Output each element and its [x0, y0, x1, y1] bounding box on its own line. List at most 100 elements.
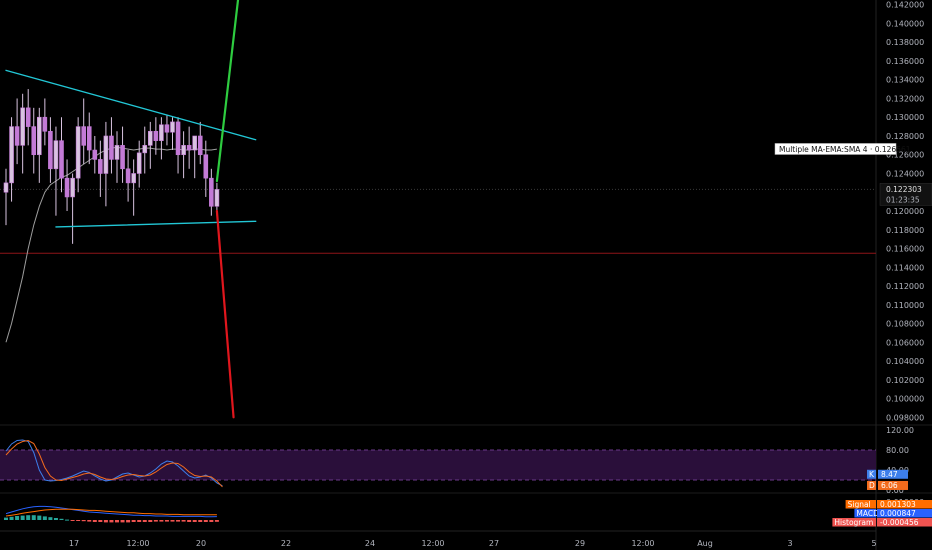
macd-histogram-bar[interactable] [198, 520, 203, 522]
candle[interactable] [98, 159, 103, 174]
candle[interactable] [9, 126, 14, 184]
candle[interactable] [109, 135, 114, 160]
bearish-projection-line[interactable] [215, 209, 235, 419]
macd-histogram-bar[interactable] [181, 520, 186, 522]
candle[interactable] [164, 124, 170, 133]
candle[interactable] [20, 107, 25, 146]
macd-histogram-bar[interactable] [81, 520, 86, 522]
candle[interactable] [125, 168, 131, 184]
macd-histogram-bar[interactable] [187, 520, 192, 522]
time-tick-label: 29 [575, 539, 585, 548]
indicator-label-box [774, 143, 897, 155]
candle[interactable] [86, 126, 92, 151]
candle[interactable] [14, 126, 20, 146]
macd-histogram-bar[interactable] [37, 515, 42, 520]
macd-histogram-bar[interactable] [120, 520, 125, 523]
macd-histogram-bar[interactable] [164, 520, 169, 522]
macd-histogram-bar[interactable] [203, 520, 208, 522]
bullish-projection-line[interactable] [215, 0, 240, 183]
macd-line[interactable] [5, 505, 217, 518]
macd-histogram-bar[interactable] [176, 520, 181, 522]
candle[interactable] [153, 130, 159, 141]
macd-histogram-bar[interactable] [209, 520, 214, 522]
macd-histogram-bar[interactable] [148, 520, 153, 522]
candle[interactable] [209, 177, 214, 207]
macd-histogram-bar[interactable] [53, 518, 58, 520]
candle[interactable] [203, 154, 209, 179]
candle[interactable] [70, 177, 75, 198]
time-tick-label: Aug [697, 539, 713, 548]
macd-histogram-bar[interactable] [48, 517, 53, 520]
triangle-upper-trendline[interactable] [5, 69, 257, 141]
stochastic-k-name: K [869, 470, 875, 479]
candle[interactable] [170, 121, 175, 133]
candle[interactable] [186, 145, 192, 151]
candle[interactable] [59, 140, 64, 179]
macd-signal-line[interactable] [5, 508, 217, 517]
price-tick-label: 0.114000 [886, 263, 924, 272]
candle[interactable] [192, 135, 197, 151]
candle[interactable] [136, 152, 142, 174]
macd-histogram-bar[interactable] [87, 520, 92, 522]
macd-histogram-bar[interactable] [170, 520, 175, 522]
candle[interactable] [181, 145, 186, 156]
macd-histogram-bar[interactable] [65, 519, 70, 521]
candle[interactable] [120, 145, 125, 170]
macd-histogram-bar[interactable] [192, 520, 197, 522]
candle[interactable] [103, 135, 109, 174]
candle[interactable] [197, 135, 203, 156]
triangle-lower-trendline[interactable] [55, 220, 257, 228]
macd-histogram-bar[interactable] [92, 520, 97, 522]
macd-histogram-bar[interactable] [214, 520, 219, 522]
macd-histogram-bar[interactable] [142, 520, 147, 522]
last-price-tag [879, 183, 932, 206]
macd-histogram-bar[interactable] [20, 515, 25, 520]
price-tick-label: 0.132000 [886, 94, 924, 103]
candle[interactable] [75, 126, 81, 179]
candle[interactable] [159, 124, 164, 141]
price-tick-label: 0.100000 [886, 395, 924, 404]
macd-histogram-bar[interactable] [103, 520, 108, 523]
candle[interactable] [25, 107, 31, 127]
macd-histogram-bar[interactable] [131, 520, 136, 522]
candle[interactable] [42, 116, 48, 132]
macd-histogram-bar[interactable] [109, 520, 114, 523]
macd-histogram-bar[interactable] [59, 518, 64, 520]
candle[interactable] [214, 189, 220, 207]
macd-histogram-bar[interactable] [70, 520, 75, 521]
candle[interactable] [3, 182, 9, 193]
macd-histogram-bar[interactable] [31, 515, 36, 520]
stochastic-d-line[interactable] [5, 439, 223, 488]
macd-histogram-bar[interactable] [98, 520, 103, 522]
price-tick-label: 0.110000 [886, 301, 924, 310]
candle[interactable] [131, 173, 136, 184]
macd-histogram-bar[interactable] [15, 516, 20, 520]
candle[interactable] [92, 149, 98, 160]
macd-histogram-bar[interactable] [42, 516, 47, 520]
candle[interactable] [142, 145, 148, 154]
candle[interactable] [48, 130, 53, 170]
macd-histogram-bar[interactable] [159, 520, 164, 522]
candle[interactable] [175, 121, 181, 156]
stochastic-d-name: D [869, 481, 875, 490]
macd-histogram-bar[interactable] [137, 520, 142, 522]
macd-histogram-bar[interactable] [126, 520, 131, 523]
candle[interactable] [64, 177, 70, 198]
candle[interactable] [148, 130, 153, 146]
macd-macd-value-box [877, 509, 932, 518]
stochastic-d-value: 6.06 [881, 481, 898, 490]
candle[interactable] [114, 145, 120, 160]
candle[interactable] [36, 116, 42, 156]
candle[interactable] [53, 140, 59, 170]
macd-histogram-bar[interactable] [9, 516, 14, 520]
price-tick-label: 0.106000 [886, 338, 924, 347]
last-price-value: 0.122303 [886, 185, 922, 194]
macd-histogram-bar[interactable] [76, 520, 81, 521]
candle[interactable] [31, 126, 37, 156]
macd-histogram-bar[interactable] [4, 517, 8, 520]
macd-histogram-bar[interactable] [153, 520, 158, 522]
candle[interactable] [81, 126, 86, 146]
macd-histogram-bar[interactable] [26, 515, 31, 520]
macd-histogram-bar[interactable] [115, 520, 119, 523]
